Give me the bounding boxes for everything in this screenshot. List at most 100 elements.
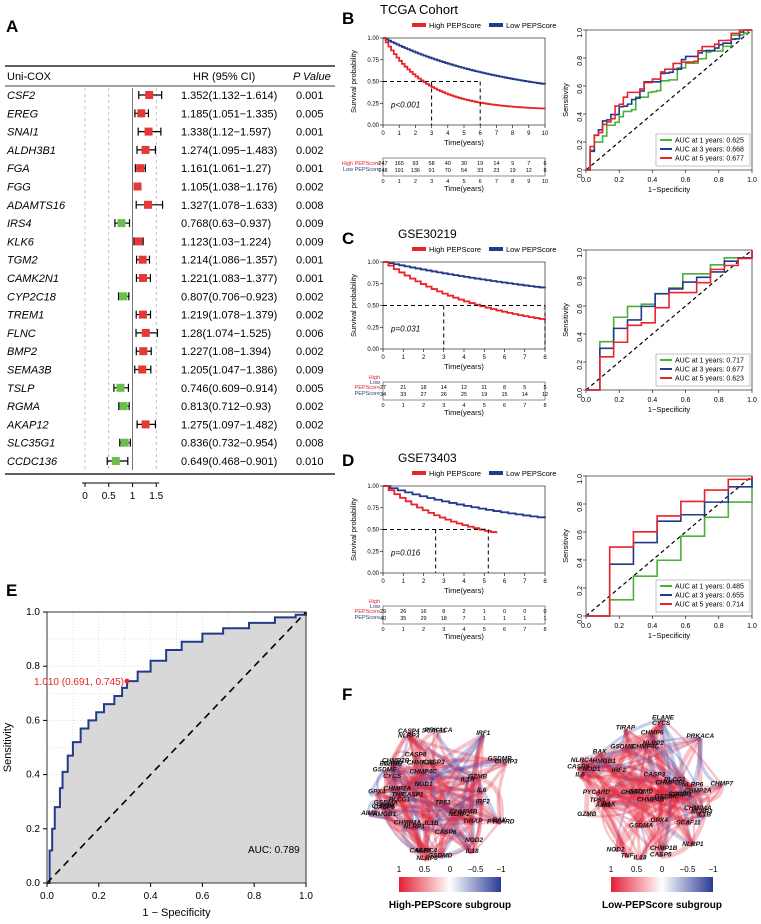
network-edge bbox=[647, 717, 665, 748]
network-edge bbox=[471, 791, 483, 854]
forest-pvalue: 0.010 bbox=[296, 456, 324, 468]
network-node-label: TIRAP bbox=[616, 725, 636, 732]
km-xtick-label: 0 bbox=[381, 131, 385, 137]
km-risk-xtick: 9 bbox=[527, 179, 530, 185]
network-colorbar-tick: 0.5 bbox=[631, 865, 643, 874]
roc-small-ytick-label: 0.6 bbox=[577, 530, 584, 540]
roc-small-curve bbox=[586, 29, 752, 171]
forest-gene-label: SEMA3B bbox=[7, 365, 52, 377]
network-1: GPX4 CHMP4B CHMP6 BAX NLRP7 CASP9 CHMP4C CHMP2A… bbox=[360, 727, 518, 911]
roc-small-curve bbox=[586, 29, 752, 171]
panel-label-c: C bbox=[342, 229, 354, 248]
network-edge bbox=[421, 772, 474, 825]
network-edge bbox=[613, 796, 668, 852]
network-edge bbox=[672, 736, 702, 783]
network-edge bbox=[638, 791, 699, 860]
network-edge bbox=[617, 770, 645, 828]
network-edge bbox=[383, 803, 465, 818]
forest-gene-label: ALDH3B1 bbox=[6, 145, 56, 157]
network-edge bbox=[383, 804, 415, 831]
km-pvalue: p=0.016 bbox=[390, 549, 421, 558]
network-edge bbox=[585, 801, 611, 818]
km-ytick-label: 0.75 bbox=[367, 58, 379, 64]
roc-small-xlabel: 1−Specificity bbox=[648, 631, 691, 640]
network-edge bbox=[581, 759, 700, 812]
network-edge bbox=[595, 779, 675, 797]
network-edge bbox=[649, 794, 669, 804]
network-edge bbox=[643, 748, 695, 848]
network-edge bbox=[685, 812, 703, 827]
roc-small-frame bbox=[585, 29, 753, 171]
roc-big-panel: 1.010 (0.691, 0.745) AUC: 0.789 0.00.0 0.2 0… bbox=[2, 607, 313, 919]
network-edge bbox=[375, 770, 386, 809]
network-node-label: CASP1 bbox=[402, 792, 424, 799]
km-risk-value: 14 bbox=[522, 392, 528, 398]
km-risk-value: 25 bbox=[461, 392, 467, 398]
network-colorbar-tick: 0 bbox=[660, 865, 665, 874]
network-edge bbox=[382, 807, 427, 854]
roc-small-diagonal bbox=[585, 29, 753, 171]
km-legend-swatch-low bbox=[489, 471, 503, 475]
roc-big-xlabel: 1 − Specificity bbox=[142, 907, 211, 919]
network-edge bbox=[457, 777, 480, 818]
network-edge bbox=[580, 774, 694, 789]
forest-pvalue: 0.002 bbox=[296, 182, 324, 194]
network-edge bbox=[640, 785, 694, 800]
km-legend-high: High PEPScore bbox=[429, 469, 481, 478]
network-edge bbox=[579, 774, 642, 796]
network-edge bbox=[390, 775, 474, 826]
forest-axis: 0 0.5 1 1.5 bbox=[82, 482, 164, 502]
network-node-label: PLCG1 bbox=[664, 777, 686, 784]
network-edge bbox=[406, 823, 442, 859]
network-edge bbox=[391, 764, 428, 854]
network-edge bbox=[623, 729, 654, 748]
forest-hr-marker bbox=[138, 310, 147, 319]
network-edge bbox=[392, 763, 415, 798]
forest-hr-marker bbox=[139, 347, 148, 356]
roc-small-frame bbox=[585, 475, 753, 617]
forest-pvalue: 0.002 bbox=[296, 291, 324, 303]
network-node-label: GSDMA bbox=[629, 822, 654, 829]
forest-gene-label: FGG bbox=[7, 182, 31, 194]
network-edge bbox=[382, 732, 411, 810]
network-edge bbox=[382, 765, 396, 818]
network-node-label: NLRP2 bbox=[643, 740, 665, 747]
roc-small-curve bbox=[586, 250, 753, 391]
network-edge bbox=[601, 724, 663, 809]
km-xtick-label: 1 bbox=[402, 579, 406, 585]
network-edge bbox=[638, 814, 705, 860]
km-ylabel: Survival probability bbox=[349, 498, 358, 561]
network-edge bbox=[367, 758, 501, 817]
network-edge bbox=[413, 822, 501, 830]
network-edge bbox=[391, 764, 502, 825]
km-xtick-label: 9 bbox=[527, 131, 531, 137]
network-edge bbox=[643, 747, 664, 857]
network-edge bbox=[577, 764, 676, 783]
roc-small-legend-text: AUC at 5 years: 0.623 bbox=[675, 376, 744, 383]
network-edge bbox=[697, 738, 723, 788]
network-edge bbox=[576, 767, 629, 859]
network-edge bbox=[665, 737, 702, 800]
network-edge bbox=[639, 786, 682, 798]
roc-small-xtick-label: 0.2 bbox=[614, 177, 624, 184]
network-edge bbox=[420, 762, 480, 781]
network-edge bbox=[385, 802, 448, 836]
network-edge bbox=[407, 731, 462, 817]
km-risk-value: 1 bbox=[483, 616, 486, 622]
network-title: High-PEPScore subgroup bbox=[389, 900, 511, 911]
network-edge bbox=[578, 767, 652, 802]
network-edge bbox=[384, 761, 435, 774]
network-edge bbox=[477, 776, 504, 824]
network-edge bbox=[409, 770, 424, 798]
network-panels: GPX4CHMP4BCHMP6BAXNLRP7CASP9CHMP4CCHMP2A… bbox=[360, 714, 733, 911]
forest-hr-text: 0.649(0.468−0.901) bbox=[181, 456, 277, 468]
forest-hr-marker bbox=[116, 383, 125, 392]
network-edge bbox=[665, 790, 700, 803]
network-edge bbox=[595, 774, 655, 804]
network-edge bbox=[390, 764, 400, 797]
roc-big-cutpoint bbox=[124, 678, 130, 684]
network-node-label: SCAF11 bbox=[676, 820, 701, 827]
roc-small-legend-text: AUC at 1 years: 0.625 bbox=[675, 138, 744, 145]
network-edge bbox=[653, 774, 704, 815]
network-edge bbox=[395, 788, 465, 816]
